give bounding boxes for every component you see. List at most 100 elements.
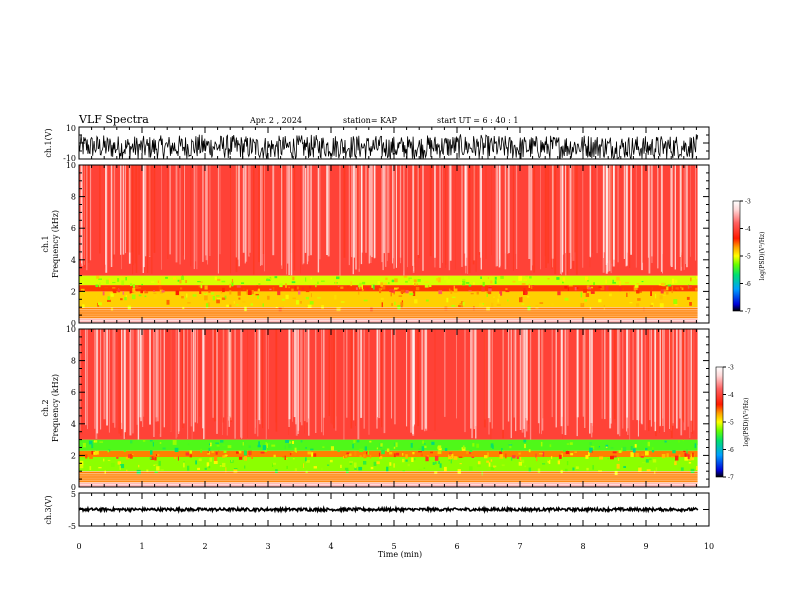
- ch2-spectrogram-streak: [106, 329, 108, 426]
- ch1-spectrogram-speckle: [199, 290, 202, 294]
- ch1-spectrogram-speckle: [400, 302, 404, 307]
- ch1-spectrogram-streak: [685, 165, 686, 264]
- ch1-spectrogram-speckle: [585, 276, 588, 281]
- x-tick-label: 5: [391, 542, 396, 551]
- ch1-spectrogram-speckle: [238, 297, 241, 300]
- ch2-spectrogram-streak: [644, 329, 646, 431]
- ch2-spectrogram-streak: [412, 329, 415, 436]
- ch2-spectrogram-speckle: [405, 459, 408, 462]
- ch1-spectrogram-streak: [244, 165, 246, 264]
- ch1-spectrogram-streak: [133, 165, 134, 266]
- colorbar-ch2-scale: [715, 366, 724, 478]
- ch1-spectrogram-speckle: [358, 284, 360, 288]
- ch1-spectrogram-speckle: [479, 303, 483, 308]
- ch1-spectrogram-speckle: [681, 287, 684, 291]
- ch2-spectrogram-streak: [649, 329, 651, 421]
- ch1-spectrogram-speckle: [446, 279, 451, 284]
- ch1-spectrogram-streak: [393, 165, 395, 269]
- ch2-spectrogram-streak: [275, 329, 278, 432]
- colorbar-ch1: -3 -4 -5 -6 -7 log(PSD)(V²/Hz): [732, 199, 766, 316]
- ch2-spectrogram-streak: [425, 329, 427, 429]
- ch2-spectrogram-speckle: [537, 468, 541, 473]
- ch2-spectrogram-speckle: [632, 448, 636, 453]
- ch2-spectrogram-streak: [555, 329, 557, 428]
- ch1-spectrogram-speckle: [247, 290, 252, 295]
- ch1-spectrogram-streak: [358, 165, 360, 272]
- ch2-spectrogram-streak: [650, 329, 652, 427]
- ch1-spectrogram-speckle: [486, 293, 488, 297]
- ch2-spectrogram-speckle: [664, 440, 667, 443]
- ch2-spectrogram-streak: [490, 329, 492, 440]
- ch2-spectrogram-speckle: [638, 467, 642, 472]
- ch2-spectrogram-streak: [357, 329, 360, 440]
- ch1-spectrogram-ytick-label: 10: [66, 161, 76, 170]
- ch2-spectrogram-streak: [142, 329, 144, 427]
- ch2-spectrogram-streak: [330, 329, 332, 424]
- ch1-spectrogram-streak: [641, 165, 643, 271]
- ch2-spectrogram-streak: [584, 329, 586, 428]
- ch1-spectrogram-speckle: [651, 287, 653, 290]
- ch2-spectrogram-speckle: [330, 446, 334, 451]
- ch1-spectrogram-speckle: [686, 296, 690, 300]
- ch2-spectrogram-speckle: [233, 468, 238, 470]
- ch1-spectrogram-speckle: [138, 294, 142, 297]
- ch2-spectrogram-speckle: [353, 439, 356, 443]
- ch1-spectrogram-speckle: [612, 279, 614, 283]
- ch1-spectrogram-speckle: [688, 285, 692, 288]
- ch1-spectrogram-streak: [642, 165, 644, 263]
- ch1-spectrogram-speckle: [476, 290, 479, 295]
- ch2-spectrogram-speckle: [311, 452, 314, 457]
- ch1-spectrogram-speckle: [567, 287, 569, 291]
- ch1-spectrogram-speckle: [217, 278, 221, 281]
- ch1-spectrogram-ytick-label: 8: [71, 193, 76, 202]
- ch2-spectrogram-speckle: [227, 445, 232, 449]
- ch1-spectrogram-speckle: [185, 296, 187, 300]
- ch1-spectrogram-speckle: [210, 292, 215, 295]
- ch2-spectrogram-speckle: [547, 458, 550, 462]
- ch2-spectrogram-streak: [240, 329, 242, 438]
- ch2-spectrogram-streak: [254, 329, 257, 434]
- colorbar-ch2-label: log(PSD)(V²/Hz): [743, 398, 750, 447]
- ch1-spectrogram-streak: [135, 165, 138, 273]
- ch2-spectrogram-streak: [157, 329, 159, 422]
- ch2-spectrogram-speckle: [607, 458, 610, 460]
- ch1-spectrogram-speckle: [129, 290, 132, 294]
- ch1-spectrogram-streak: [110, 165, 113, 267]
- ch2-spectrogram-speckle: [306, 460, 310, 463]
- ch1-spectrogram-streak: [175, 165, 178, 263]
- ch2-spectrogram-streak: [582, 329, 584, 417]
- ch2-spectrogram-speckle: [389, 444, 392, 449]
- ch1-spectrogram-speckle: [150, 281, 155, 283]
- ch2-spectrogram-streak: [275, 329, 277, 423]
- ch1-spectrogram-speckle: [662, 289, 667, 291]
- ch1-spectrogram-streak: [310, 165, 312, 256]
- ch1-spectrogram-speckle: [347, 285, 349, 288]
- ch1-spectrogram-streak: [361, 165, 363, 253]
- ch2-spectrogram-speckle: [684, 453, 687, 457]
- ch1-spectrogram-speckle: [605, 279, 607, 284]
- ch1-spectrogram-streak: [282, 165, 284, 270]
- ch2-spectrogram-speckle: [600, 440, 602, 442]
- ch2-spectrogram-speckle: [501, 450, 504, 452]
- ch1-spectrogram-speckle: [689, 302, 692, 306]
- ch1-spectrogram-speckle: [482, 281, 485, 287]
- ch1-spectrogram-speckle: [526, 296, 530, 298]
- ch2-spectrogram-streak: [118, 329, 120, 434]
- ch2-spectrogram-speckle: [414, 458, 416, 461]
- ch1-spectrogram-speckle: [355, 287, 358, 290]
- ch1-spectrogram-speckle: [453, 288, 458, 293]
- ch2-spectrogram-speckle: [157, 453, 160, 457]
- colorbar-tick-label: -4: [728, 392, 734, 399]
- ch1-spectrogram-speckle: [130, 283, 133, 287]
- ch1-spectrogram-streak: [343, 165, 346, 258]
- colorbar-ch1-scale: [732, 200, 741, 312]
- ch1-spectrogram-streak: [209, 165, 211, 256]
- ch2-spectrogram-speckle: [424, 443, 426, 445]
- ch1-spectrogram-speckle: [405, 280, 408, 283]
- ch1-spectrogram-speckle: [531, 285, 535, 287]
- ch1-spectrogram-streak: [300, 165, 301, 274]
- ch2-spectrogram-speckle: [154, 471, 158, 474]
- ch1-spectrogram-streak: [308, 165, 310, 256]
- ch1-spectrogram-speckle: [185, 280, 187, 283]
- ch2-spectrogram-speckle: [418, 451, 422, 453]
